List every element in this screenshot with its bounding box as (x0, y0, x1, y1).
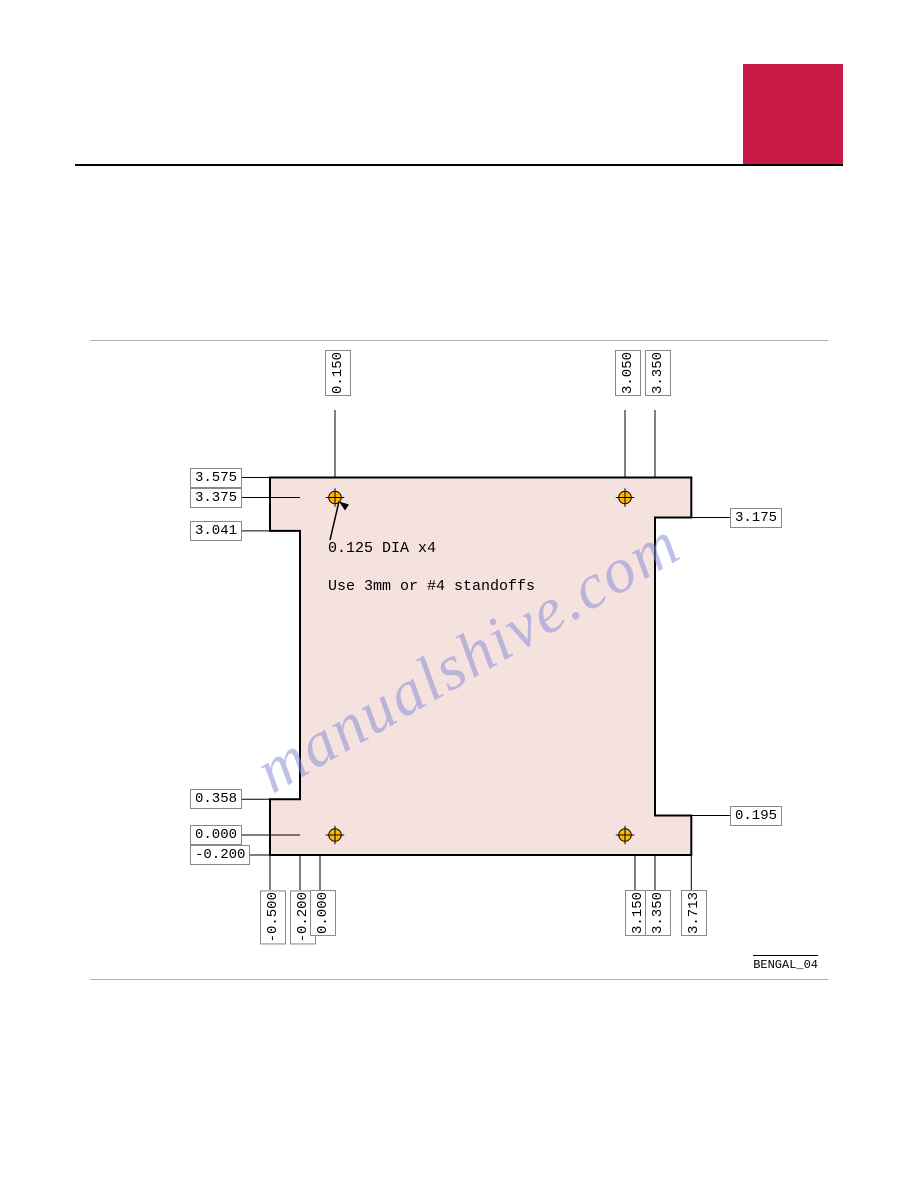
standoff-note: Use 3mm or #4 standoffs (328, 578, 535, 595)
dimension-label: 3.350 (645, 350, 671, 396)
dimension-label: 0.358 (190, 789, 242, 809)
dimension-label: 3.575 (190, 468, 242, 488)
brand-color-block (743, 64, 843, 164)
dimension-label: 3.050 (615, 350, 641, 396)
board-outline (270, 478, 691, 856)
dimension-label: 0.150 (325, 350, 351, 396)
dimension-label: -0.500 (260, 890, 286, 944)
hole-dia-note: 0.125 DIA x4 (328, 540, 436, 557)
dimension-label: 0.195 (730, 806, 782, 826)
dimension-label: 0.000 (190, 825, 242, 845)
board-svg (90, 340, 828, 980)
dimension-label: -0.200 (190, 845, 250, 865)
dimension-label: 3.375 (190, 488, 242, 508)
drawing-reference-id: BENGAL_04 (753, 955, 818, 972)
diagram-svg-container (90, 340, 828, 980)
dimension-label: 3.350 (645, 890, 671, 936)
page: 0.125 DIA x4 Use 3mm or #4 standoffs BEN… (0, 0, 918, 1188)
dimension-label: 3.713 (681, 890, 707, 936)
dimension-label: 3.041 (190, 521, 242, 541)
dimension-label: 3.175 (730, 508, 782, 528)
mechanical-diagram: 0.125 DIA x4 Use 3mm or #4 standoffs BEN… (90, 340, 828, 980)
dimension-label: 0.000 (310, 890, 336, 936)
header-divider (75, 164, 843, 166)
